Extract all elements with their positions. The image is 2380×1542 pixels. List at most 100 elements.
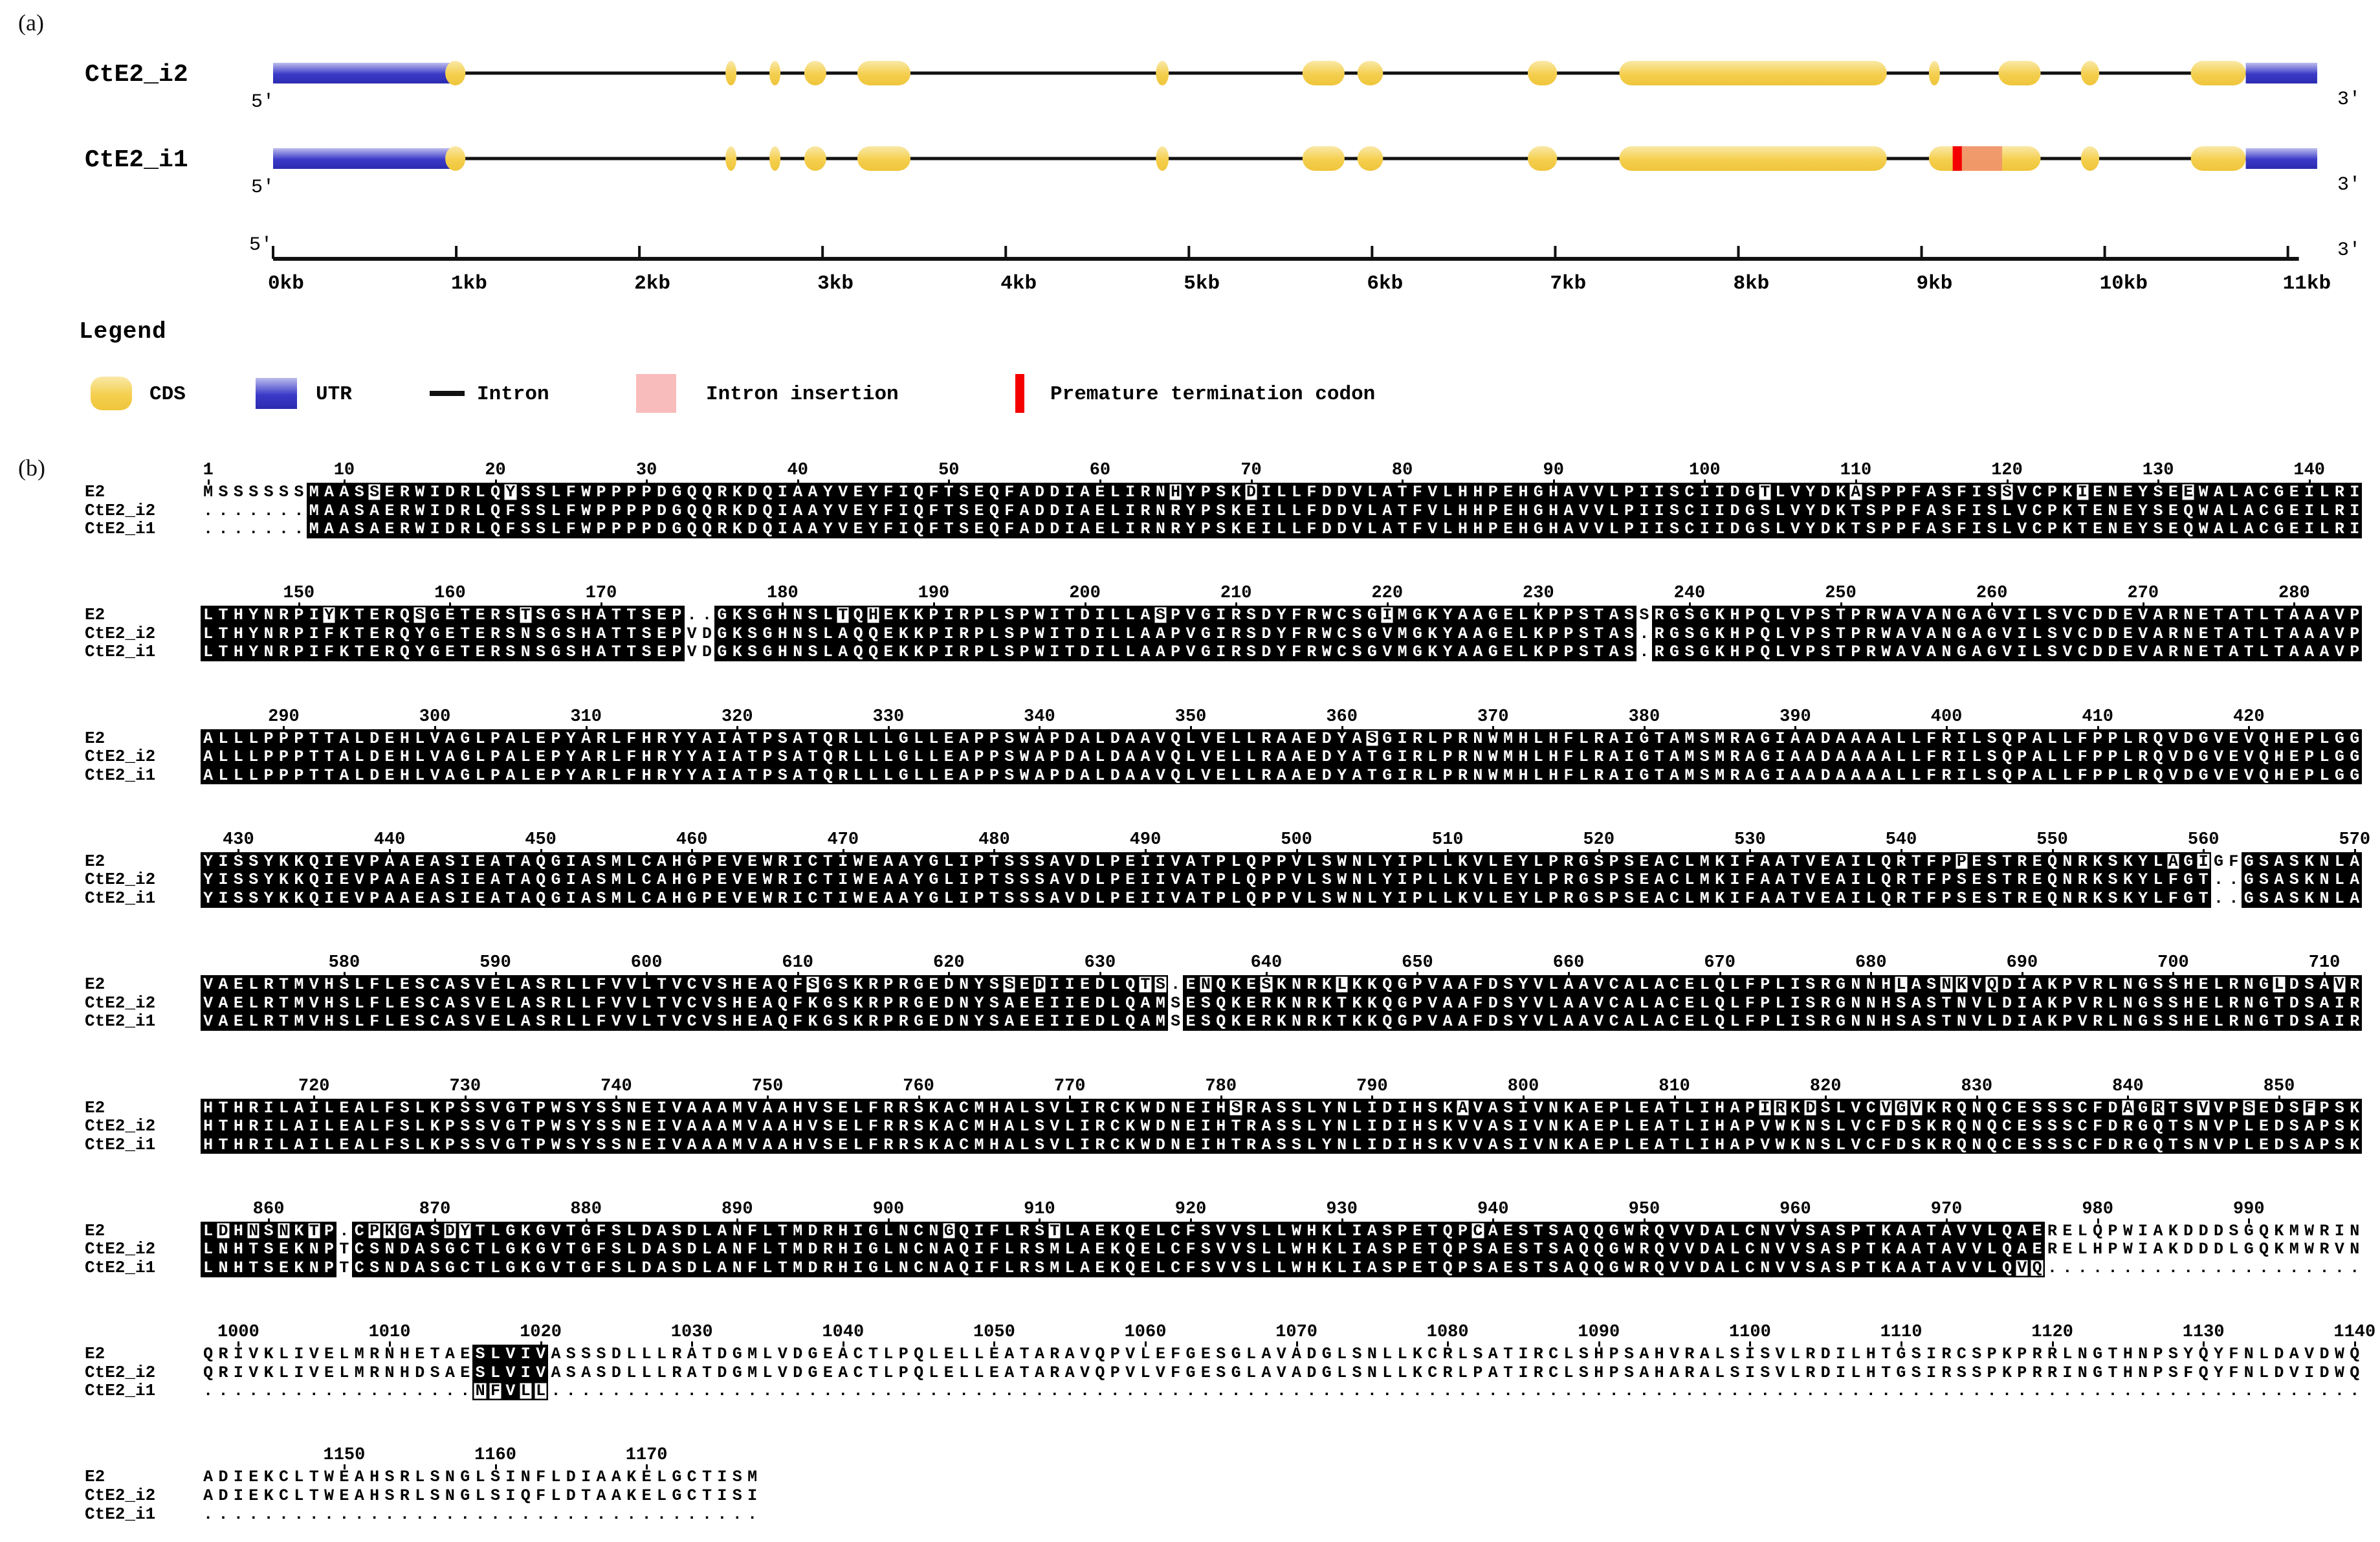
residue-cell: M xyxy=(608,889,624,908)
residue-cell: L xyxy=(1243,765,1259,785)
residue-cell: T xyxy=(339,1240,349,1259)
residue-number-tick xyxy=(887,1218,890,1224)
residue-cell: V xyxy=(1380,643,1395,661)
residue-cell: . xyxy=(2183,1382,2194,1401)
residue-cell: P xyxy=(321,1221,337,1240)
kb-axis-tick-label: 6kb xyxy=(1367,272,1403,295)
residue-cell: V xyxy=(1047,1117,1063,1136)
residue-cell: K xyxy=(2044,975,2060,994)
residue-cell: Q xyxy=(2029,1258,2045,1277)
residue-cell: T xyxy=(215,624,231,643)
residue-cell: A xyxy=(1017,483,1032,501)
three-prime-label: 3' xyxy=(2337,174,2361,196)
residue-cell: L xyxy=(351,1012,367,1031)
residue-cell: V xyxy=(1757,1135,1773,1154)
residue-cell: A xyxy=(1288,747,1305,766)
residue-cell: L xyxy=(487,1345,503,1363)
residue-number: 660 xyxy=(1552,953,1585,973)
residue-cell: F xyxy=(593,1012,609,1031)
residue-cell: S xyxy=(2286,1117,2302,1136)
residue-cell: L xyxy=(1999,501,2015,520)
residue-cell: Q xyxy=(487,483,503,501)
residue-cell: L xyxy=(1122,643,1138,661)
residue-cell: N xyxy=(2181,643,2196,661)
residue-cell: L xyxy=(276,1117,292,1136)
residue-cell: P xyxy=(1606,1117,1622,1136)
residue-cell: R xyxy=(1893,870,1909,889)
residue-cell: L xyxy=(1833,1117,1849,1136)
residue-cell: P xyxy=(1107,852,1123,871)
residue-cell: A xyxy=(699,1117,715,1136)
residue-cell: . xyxy=(354,1382,364,1401)
residue-cell: A xyxy=(2210,501,2227,520)
residue-cell: V xyxy=(669,1098,685,1117)
residue-cell: D xyxy=(1031,520,1048,538)
residue-cell: S xyxy=(714,993,730,1013)
residue-cell: L xyxy=(1682,1135,1697,1154)
residue-cell: Q xyxy=(775,993,791,1013)
residue-cell: E xyxy=(1500,483,1516,501)
residue-cell: N xyxy=(2317,870,2332,889)
residue-cell: T xyxy=(2075,501,2090,520)
residue-cell: K xyxy=(1364,993,1380,1013)
residue-cell: D xyxy=(1031,483,1048,501)
residue-cell: I xyxy=(1848,870,1864,889)
residue-cell: C xyxy=(1666,975,1682,994)
residue-cell: A xyxy=(1031,765,1048,785)
residue-cell: D xyxy=(1319,765,1334,785)
residue-cell: S xyxy=(1002,643,1017,661)
residue-cell: G xyxy=(2271,501,2287,520)
residue-cell: L xyxy=(339,1363,349,1382)
residue-cell: S xyxy=(1031,1135,1048,1154)
residue-cell: . xyxy=(702,1382,712,1401)
residue-cell: P xyxy=(1848,624,1864,643)
residue-cell: A xyxy=(1261,1345,1272,1364)
residue-cell: Q xyxy=(760,520,775,538)
alignment-row-label: CtE2_i1 xyxy=(85,765,156,785)
residue-cell: I xyxy=(1213,643,1229,661)
residue-cell: R xyxy=(1259,747,1274,766)
residue-cell: A xyxy=(835,624,851,643)
residue-cell: A xyxy=(699,1098,715,1117)
residue-cell: A xyxy=(2317,975,2332,994)
residue-cell: I xyxy=(233,1345,243,1364)
residue-cell: C xyxy=(278,1468,289,1487)
residue-cell: Y xyxy=(2135,520,2151,538)
residue-cell: R xyxy=(1727,729,1743,747)
residue-cell: P xyxy=(261,729,276,747)
residue-cell: . xyxy=(1972,1382,1982,1401)
residue-cell: G xyxy=(1485,624,1501,643)
residue-cell: E xyxy=(2029,852,2045,871)
residue-cell: G xyxy=(1697,606,1712,624)
residue-cell: P xyxy=(986,729,1002,747)
residue-number-tick xyxy=(2127,1095,2130,1101)
residue-cell: L xyxy=(2120,747,2135,766)
residue-cell: A xyxy=(729,765,745,785)
residue-cell: L xyxy=(850,765,866,785)
residue-cell: . xyxy=(1216,1382,1226,1401)
residue-cell: R xyxy=(457,483,473,501)
residue-cell: L xyxy=(986,606,1002,624)
residue-number-tick xyxy=(1341,1218,1343,1224)
residue-cell: S xyxy=(472,1117,488,1136)
residue-cell: P xyxy=(548,747,564,766)
residue-cell: P xyxy=(926,624,942,643)
residue-cell: L xyxy=(2226,520,2242,538)
residue-cell: Y xyxy=(578,1135,594,1154)
residue-cell: S xyxy=(533,975,549,994)
residue-cell: C xyxy=(1956,1345,1967,1364)
residue-cell: A xyxy=(1561,975,1576,994)
cds-exon xyxy=(1928,61,1940,85)
residue-cell: C xyxy=(1999,1117,2015,1136)
residue-cell: F xyxy=(1878,1135,1894,1154)
residue-cell: E xyxy=(2286,501,2302,520)
residue-cell: D xyxy=(1380,1135,1395,1154)
residue-cell: F xyxy=(1742,870,1758,889)
residue-cell: T xyxy=(215,1098,231,1117)
residue-cell: P xyxy=(971,729,987,747)
residue-cell: A xyxy=(1606,729,1622,747)
residue-cell: D xyxy=(2271,1098,2287,1117)
residue-cell: A xyxy=(2120,1098,2135,1117)
residue-cell: H xyxy=(1455,483,1471,501)
residue-cell: T xyxy=(1833,624,1849,643)
